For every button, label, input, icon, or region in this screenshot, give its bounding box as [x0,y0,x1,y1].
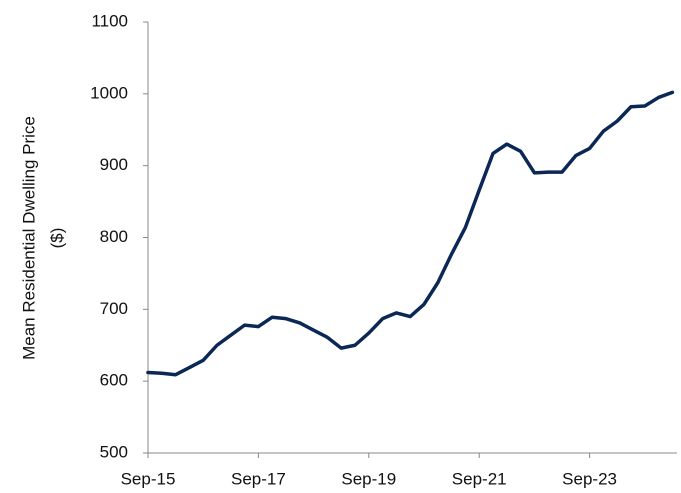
y-axis-label: Mean Residential Dwelling Price [19,116,38,360]
y-axis-label: ($) [47,228,66,249]
x-tick-label: Sep-23 [562,469,617,488]
x-tick-label: Sep-21 [452,469,507,488]
y-tick-label: 500 [100,442,128,461]
y-tick-label: 600 [100,371,128,390]
y-tick-label: 900 [100,155,128,174]
x-tick-label: Sep-19 [341,469,396,488]
x-tick-label: Sep-15 [121,469,176,488]
y-tick-label: 1000 [90,83,128,102]
data-line [146,90,675,377]
y-tick-label: 1100 [91,11,128,30]
y-tick-label: 700 [100,299,128,318]
y-tick-label: 800 [100,227,128,246]
x-tick-label: Sep-17 [231,469,286,488]
